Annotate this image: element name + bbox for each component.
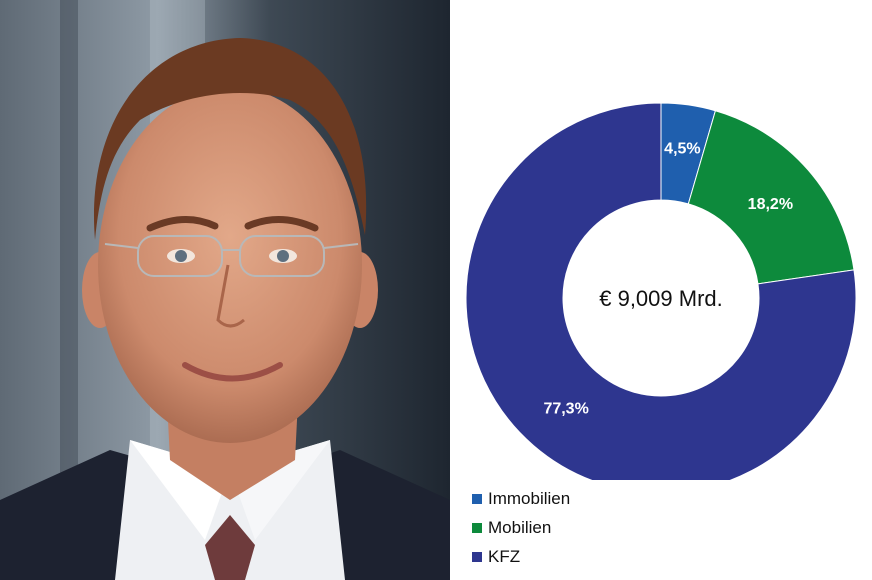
donut-chart: 4,5% 18,2% 77,3% € 9,009 Mrd. [465, 102, 857, 480]
legend-label-mobilien: Mobilien [488, 517, 552, 537]
legend-item-immobilien: Immobilien [472, 484, 570, 513]
legend-swatch-kfz [472, 551, 482, 562]
donut-slice-kfz [465, 102, 857, 480]
donut-center-label: € 9,009 Mrd. [599, 286, 723, 311]
donut-chart-panel: 4,5% 18,2% 77,3% € 9,009 Mrd. Immobilien Mo… [450, 0, 872, 580]
legend-item-mobilien: Mobilien [472, 513, 570, 542]
chart-legend: Immobilien Mobilien KFZ [472, 484, 570, 571]
donut-slice-mobilien [687, 110, 855, 285]
data-label-kfz: 77,3% [543, 401, 588, 418]
legend-label-kfz: KFZ [488, 546, 521, 566]
portrait-illustration [0, 0, 450, 580]
legend-swatch-mobilien [472, 522, 482, 533]
data-label-mobilien: 18,2% [748, 196, 793, 213]
legend-swatch-immobilien [472, 493, 482, 504]
legend-label-immobilien: Immobilien [488, 488, 571, 508]
portrait-photo [0, 0, 450, 580]
data-label-immobilien: 4,5% [664, 141, 700, 158]
legend-item-kfz: KFZ [472, 542, 570, 571]
